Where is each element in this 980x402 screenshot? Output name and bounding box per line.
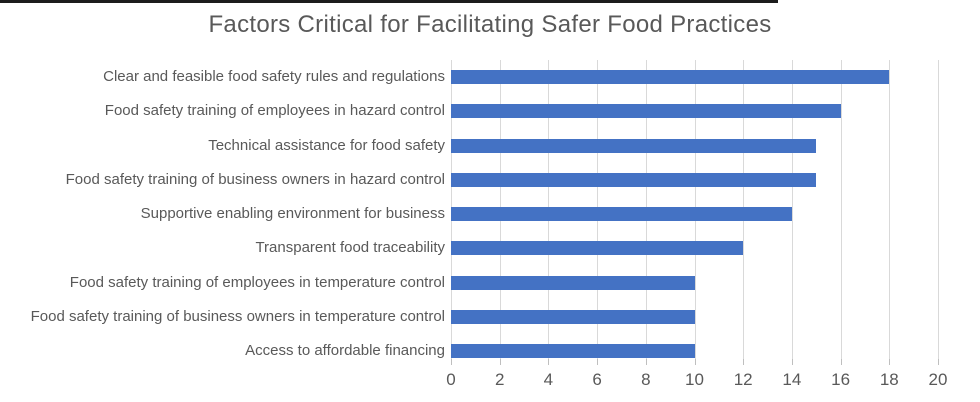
- category-label-3: Technical assistance for food safety: [208, 136, 445, 154]
- x-tick-mark-12: [743, 359, 745, 365]
- category-label-8: Food safety training of business owners …: [30, 307, 445, 325]
- x-tick-label-16: 16: [831, 370, 851, 389]
- gridline-x-14: [791, 60, 793, 359]
- category-label-1: Clear and feasible food safety rules and…: [103, 68, 445, 85]
- x-tick-mark-6: [597, 359, 599, 365]
- gridline-x-16: [840, 60, 842, 359]
- x-tick-label-6: 6: [592, 370, 602, 389]
- chart-title: Factors Critical for Facilitating Safer …: [208, 11, 772, 38]
- x-tick-label-20: 20: [928, 370, 948, 389]
- bar-8: [451, 309, 695, 324]
- bar-5: [451, 207, 792, 221]
- x-tick-label-14: 14: [782, 370, 802, 389]
- x-tick-label-4: 4: [543, 370, 554, 389]
- x-tick-mark-18: [889, 359, 891, 365]
- bar-1: [451, 70, 890, 84]
- x-tick-label-12: 12: [733, 370, 753, 389]
- bar-3: [451, 138, 817, 153]
- x-tick-mark-8: [645, 359, 647, 365]
- x-tick-mark-4: [548, 359, 550, 365]
- x-tick-label-8: 8: [641, 370, 651, 389]
- x-tick-mark-0: [451, 359, 452, 365]
- x-tick-mark-2: [499, 359, 501, 365]
- category-label-4: Food safety training of business owners …: [65, 170, 445, 188]
- plot-area: [451, 60, 939, 359]
- bar-4: [451, 172, 817, 187]
- gridline-x-20: [938, 60, 939, 359]
- x-tick-mark-16: [840, 359, 842, 365]
- bar-2: [451, 104, 841, 119]
- x-tick-label-0: 0: [446, 370, 456, 389]
- x-tick-label-10: 10: [685, 370, 704, 389]
- category-label-2: Food safety training of employees in haz…: [104, 102, 445, 120]
- category-label-6: Transparent food traceability: [255, 239, 445, 257]
- top-border-line: [0, 0, 778, 3]
- category-label-7: Food safety training of employees in tem…: [69, 273, 445, 291]
- bar-7: [451, 275, 695, 290]
- x-tick-label-2: 2: [494, 370, 505, 389]
- category-label-9: Access to affordable financing: [245, 342, 445, 359]
- x-tick-mark-14: [791, 359, 793, 365]
- x-tick-label-18: 18: [879, 370, 899, 389]
- x-tick-mark-10: [694, 359, 696, 365]
- bar-9: [451, 344, 695, 358]
- x-tick-mark-20: [938, 359, 939, 365]
- gridline-x-18: [889, 60, 891, 359]
- bar-6: [451, 241, 744, 256]
- category-label-5: Supportive enabling environment for busi…: [140, 205, 445, 222]
